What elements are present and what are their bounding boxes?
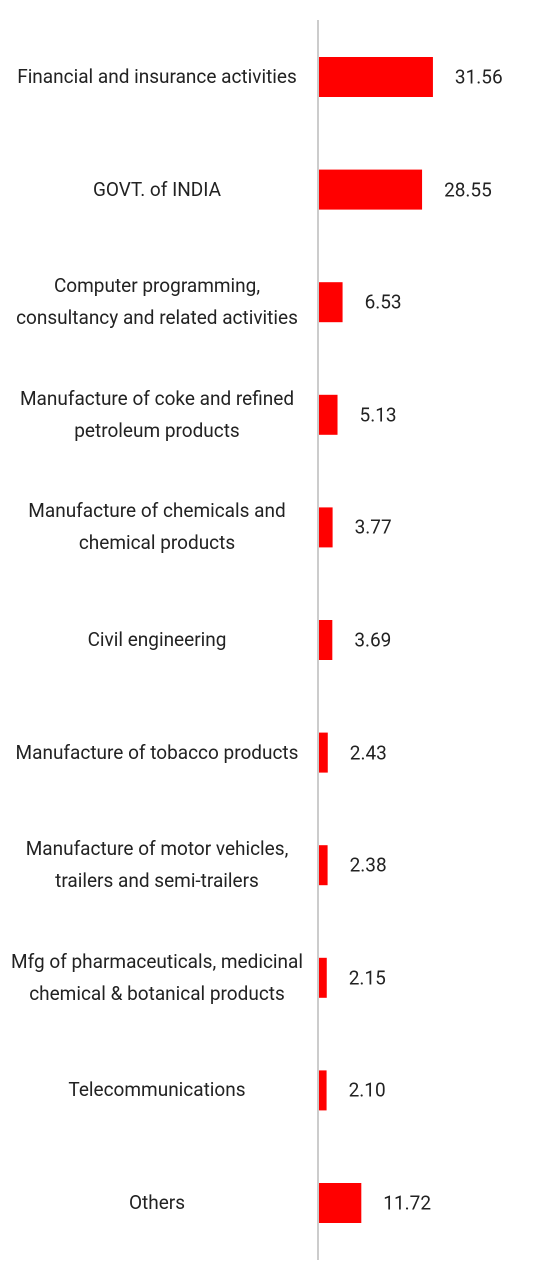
category-label: Mfg of pharmaceuticals, medicinal chemic… <box>11 949 303 1005</box>
category-label: Manufacture of chemicals and chemical pr… <box>28 499 286 555</box>
value-label: 3.77 <box>354 515 392 539</box>
bar <box>319 169 423 210</box>
value-label: 2.10 <box>348 1078 386 1102</box>
value-label: 31.56 <box>454 65 503 89</box>
value-label: 2.15 <box>348 966 386 990</box>
value-label: 2.38 <box>349 853 387 877</box>
bar <box>319 507 333 548</box>
category-label: Computer programming, consultancy and re… <box>16 274 298 330</box>
category-label: Manufacture of tobacco products <box>15 740 299 764</box>
category-label: Financial and insurance activities <box>17 65 297 88</box>
category-label: Manufacture of coke and refined petroleu… <box>19 386 295 442</box>
bar <box>319 282 343 323</box>
category-label: Others <box>128 1191 186 1214</box>
bar <box>319 957 327 998</box>
category-label: Manufacture of motor vehicles, trailers … <box>25 837 289 893</box>
value-label: 3.69 <box>354 628 392 652</box>
bar <box>319 1183 362 1223</box>
bar <box>319 1070 327 1111</box>
category-label: Telecommunications <box>68 1078 246 1102</box>
bar <box>319 620 333 660</box>
bar <box>319 845 328 886</box>
value-label: 6.53 <box>364 290 402 314</box>
bar <box>319 394 338 435</box>
category-label: Civil engineering <box>87 628 227 651</box>
bar <box>319 732 328 773</box>
value-label: 11.72 <box>383 1191 432 1215</box>
category-label: GOVT. of INDIA <box>92 177 222 201</box>
value-label: 5.13 <box>359 403 397 427</box>
value-label: 28.55 <box>444 178 492 202</box>
bar <box>319 57 433 97</box>
value-label: 2.43 <box>349 741 387 765</box>
